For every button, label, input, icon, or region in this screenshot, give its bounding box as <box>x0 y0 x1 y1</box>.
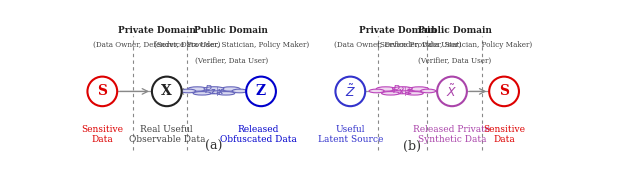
Text: S: S <box>97 84 108 98</box>
Ellipse shape <box>194 89 234 94</box>
Ellipse shape <box>88 77 117 106</box>
Text: $P_{\mathbf{z}|\mathbf{x}}$: $P_{\mathbf{z}|\mathbf{x}}$ <box>204 83 224 99</box>
Text: (Service Provider, Statician, Policy Maker): (Service Provider, Statician, Policy Mak… <box>154 41 309 49</box>
Ellipse shape <box>489 77 519 106</box>
Ellipse shape <box>369 89 384 93</box>
Ellipse shape <box>152 77 182 106</box>
Text: (Service Provider, Statician, Policy Maker): (Service Provider, Statician, Policy Mak… <box>377 41 532 49</box>
Ellipse shape <box>180 89 196 93</box>
Text: Sensitive
Data: Sensitive Data <box>81 125 124 144</box>
Ellipse shape <box>217 92 235 95</box>
Text: $\tilde{X}$: $\tilde{X}$ <box>446 83 458 100</box>
Text: $\tilde{Z}$: $\tilde{Z}$ <box>345 83 356 100</box>
Ellipse shape <box>188 87 207 91</box>
Text: (Verifier, Data User): (Verifier, Data User) <box>418 56 491 65</box>
Ellipse shape <box>193 92 211 95</box>
Text: Sensitive
Data: Sensitive Data <box>483 125 525 144</box>
Ellipse shape <box>392 87 412 91</box>
Text: Released Private
Synthetic Data: Released Private Synthetic Data <box>413 125 491 144</box>
Text: Public Domain: Public Domain <box>195 26 268 35</box>
Ellipse shape <box>246 77 276 106</box>
Ellipse shape <box>383 89 422 94</box>
Ellipse shape <box>410 87 429 91</box>
Text: (Verifier, Data User): (Verifier, Data User) <box>195 56 268 65</box>
Ellipse shape <box>204 87 224 91</box>
Text: S: S <box>499 84 509 98</box>
Ellipse shape <box>232 89 247 93</box>
Ellipse shape <box>221 87 240 91</box>
Text: (Data Owner, Defender, Data User): (Data Owner, Defender, Data User) <box>333 41 461 49</box>
Text: $P_{\tilde{\mathbf{x}}|\tilde{\mathbf{z}}}$: $P_{\tilde{\mathbf{x}}|\tilde{\mathbf{z}… <box>392 83 413 99</box>
Text: Useful
Latent Source: Useful Latent Source <box>317 125 383 144</box>
Ellipse shape <box>381 92 399 95</box>
Text: Public Domain: Public Domain <box>417 26 492 35</box>
Text: (Data Owner, Defender, Data User): (Data Owner, Defender, Data User) <box>93 41 221 49</box>
Text: Private Domain: Private Domain <box>118 26 196 35</box>
Text: Released
Obfuscated Data: Released Obfuscated Data <box>220 125 297 144</box>
Text: Private Domain: Private Domain <box>358 26 436 35</box>
Text: X: X <box>161 84 172 98</box>
Text: Real Useful
Observable Data: Real Useful Observable Data <box>129 125 205 144</box>
Ellipse shape <box>437 77 467 106</box>
Text: (b): (b) <box>403 140 421 153</box>
Text: (a): (a) <box>205 140 223 153</box>
Ellipse shape <box>405 92 423 95</box>
Text: Z: Z <box>256 84 266 98</box>
Ellipse shape <box>420 89 436 93</box>
Ellipse shape <box>335 77 365 106</box>
Ellipse shape <box>376 87 396 91</box>
